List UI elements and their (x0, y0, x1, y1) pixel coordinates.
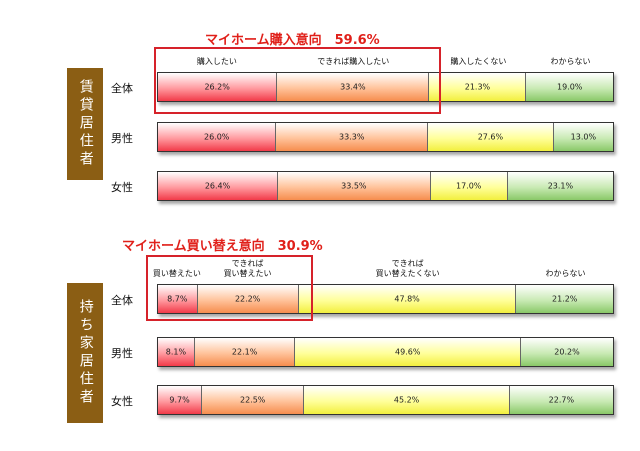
owners-bar-0-value-1: 22.2% (234, 294, 261, 304)
owners-legend-0: 買い替えたい (152, 269, 201, 278)
renters-row-label-1: 男性 (111, 132, 133, 145)
renters-legend-2: 購入したくない (450, 57, 507, 66)
owners-bar-0-segment-1: 22.2% (197, 285, 299, 313)
owners-legend-3: わからない (545, 269, 586, 278)
renters-bar-1-value-0: 26.0% (203, 132, 230, 142)
owners-bar-0: 8.7% 22.2% 47.8% 21.2% (157, 284, 614, 314)
owners-bar-2-value-2: 45.2% (393, 395, 420, 405)
renters-bar-2-segment-1: 33.5% (278, 172, 431, 200)
owners-bar-1-segment-2: 49.6% (295, 338, 522, 366)
owners-bar-0-segment-0: 8.7% (158, 285, 198, 313)
renters-bar-2: 26.4% 33.5% 17.0% 23.1% (157, 171, 614, 201)
owners-bar-1-value-0: 8.1% (165, 347, 187, 357)
renters-bar-1-segment-0: 26.0% (158, 123, 277, 151)
owners-row-label-1: 男性 (111, 347, 133, 360)
owners-bar-0-segment-3: 21.2% (516, 285, 613, 313)
owners-bar-2-value-1: 22.5% (239, 395, 266, 405)
renters-bar-0-value-3: 19.0% (556, 82, 583, 92)
renters-bar-1-value-3: 13.0% (570, 132, 597, 142)
owners-side-label: 持ち家居住者 (67, 283, 103, 423)
owners-bar-1-value-3: 20.2% (554, 347, 580, 357)
owners-bar-1: 8.1% 22.1% 49.6% 20.2% (157, 337, 614, 367)
owners-row-label-0: 全体 (111, 294, 133, 307)
owners-bar-2: 9.7% 22.5% 45.2% 22.7% (157, 385, 614, 415)
renters-row-label-2: 女性 (111, 181, 133, 194)
owners-bar-2-segment-0: 9.7% (158, 386, 203, 414)
renters-bar-2-value-2: 17.0% (455, 181, 482, 191)
owners-chart-title: マイホーム買い替え意向 30.9% (122, 239, 323, 254)
renters-bar-0-value-1: 33.4% (340, 82, 366, 92)
renters-bar-0-value-2: 21.3% (464, 82, 491, 92)
renters-bar-2-value-3: 23.1% (547, 181, 574, 191)
renters-highlight-box (154, 47, 441, 114)
renters-bar-0-segment-1: 33.4% (277, 73, 430, 101)
owners-bar-0-value-0: 8.7% (167, 294, 188, 304)
owners-bar-0-value-2: 47.8% (394, 294, 420, 304)
renters-side-label: 賃貸居住者 (67, 68, 103, 180)
renters-bar-1-value-1: 33.3% (339, 132, 365, 142)
owners-bar-2-value-3: 22.7% (548, 395, 575, 405)
renters-bar-1-segment-1: 33.3% (276, 123, 429, 151)
renters-bar-2-value-1: 33.5% (341, 181, 367, 191)
renters-bar-1-value-2: 27.6% (477, 132, 504, 142)
owners-row-label-2: 女性 (111, 395, 133, 408)
renters-chart-title: マイホーム購入意向 59.6% (205, 33, 380, 48)
owners-bar-1-value-2: 49.6% (395, 347, 421, 357)
owners-bar-2-value-0: 9.7% (169, 395, 190, 405)
renters-bar-1-segment-3: 13.0% (553, 123, 613, 151)
owners-bar-1-segment-0: 8.1% (158, 338, 195, 366)
renters-bar-2-value-0: 26.4% (204, 181, 231, 191)
renters-bar-1: 26.0% 33.3% 27.6% 13.0% (157, 122, 614, 152)
renters-bar-1-segment-2: 27.6% (428, 123, 554, 151)
owners-bar-1-value-1: 22.1% (231, 347, 258, 357)
renters-bar-2-segment-2: 17.0% (430, 172, 508, 200)
owners-legend-1: できれば 買い替えたい (223, 259, 272, 278)
renters-bar-0-segment-0: 26.2% (158, 73, 278, 101)
renters-bar-2-segment-0: 26.4% (158, 172, 279, 200)
renters-bar-0-value-0: 26.2% (204, 82, 230, 92)
renters-row-label-0: 全体 (111, 82, 133, 95)
owners-bar-0-segment-2: 47.8% (298, 285, 517, 313)
owners-bar-1-segment-3: 20.2% (521, 338, 613, 366)
renters-legend-3: わからない (550, 57, 591, 66)
owners-bar-0-value-3: 21.2% (551, 294, 578, 304)
renters-legend-1: できれば購入したい (317, 57, 390, 66)
owners-bar-2-segment-2: 45.2% (304, 386, 510, 414)
renters-bar-0: 26.2% 33.4% 21.3% 19.0% (157, 72, 614, 102)
owners-bar-2-segment-1: 22.5% (202, 386, 305, 414)
owners-legend-2: できれば 買い替えたくない (375, 259, 440, 278)
owners-highlight-box (146, 255, 313, 321)
owners-bar-1-segment-1: 22.1% (194, 338, 296, 366)
renters-bar-0-segment-3: 19.0% (526, 73, 613, 101)
renters-bar-2-segment-3: 23.1% (507, 172, 613, 200)
renters-bar-0-segment-2: 21.3% (429, 73, 527, 101)
owners-bar-2-segment-3: 22.7% (509, 386, 613, 414)
renters-legend-0: 購入したい (196, 57, 237, 66)
